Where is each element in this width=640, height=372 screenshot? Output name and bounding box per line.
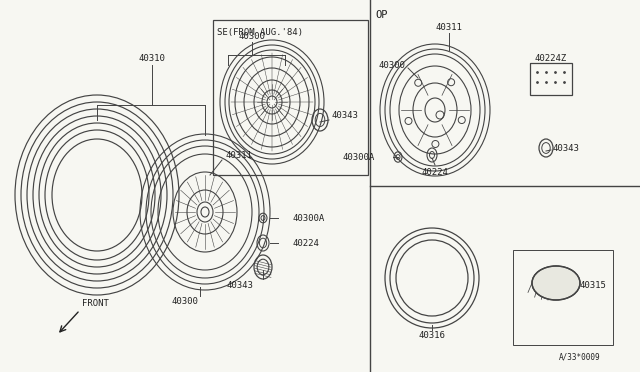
Text: 40315: 40315: [580, 280, 607, 289]
Text: 40343: 40343: [227, 280, 253, 289]
Text: 40300A: 40300A: [293, 214, 325, 222]
Text: OP: OP: [375, 10, 387, 20]
Text: 40300: 40300: [239, 32, 266, 41]
Text: 40300A: 40300A: [343, 153, 375, 161]
Text: FRONT: FRONT: [82, 299, 109, 308]
Text: 40300: 40300: [378, 61, 405, 70]
Text: 40343: 40343: [553, 144, 580, 153]
Text: 40300: 40300: [172, 298, 198, 307]
Text: 40310: 40310: [139, 54, 165, 62]
Bar: [213, 20, 368, 175]
Text: A/33*0009: A/33*0009: [558, 353, 600, 362]
Text: 40343: 40343: [332, 110, 359, 119]
Text: 40311: 40311: [436, 22, 463, 32]
Bar: [530, 63, 572, 95]
Ellipse shape: [532, 266, 580, 300]
Text: 40316: 40316: [419, 330, 445, 340]
Text: 40224: 40224: [293, 238, 320, 247]
Text: SE(FROM AUG.'84): SE(FROM AUG.'84): [217, 28, 303, 37]
Text: 40311: 40311: [225, 151, 252, 160]
Text: 40224Z: 40224Z: [535, 54, 567, 62]
Bar: [513, 250, 613, 345]
Text: 40224: 40224: [422, 167, 449, 176]
